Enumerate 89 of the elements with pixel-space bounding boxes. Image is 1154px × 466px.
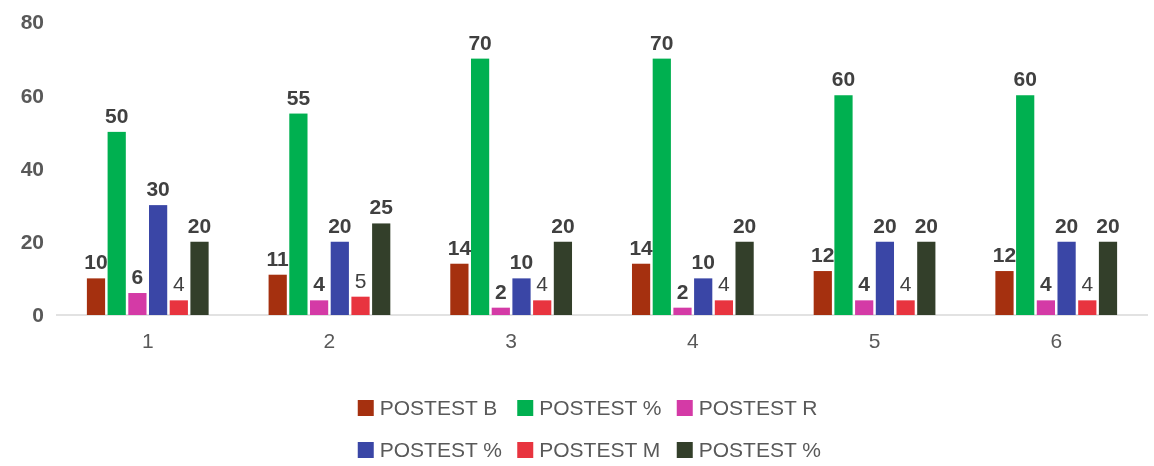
data-label: 4	[1081, 272, 1094, 296]
bar	[1057, 241, 1076, 315]
data-label: 25	[369, 195, 394, 219]
data-label: 4	[899, 272, 912, 296]
bar	[351, 296, 370, 315]
bar	[372, 223, 391, 315]
bar	[875, 241, 895, 315]
bar	[169, 300, 188, 315]
y-tick-label: 60	[20, 83, 44, 107]
bar	[289, 113, 308, 315]
data-label: 10	[84, 250, 108, 274]
bar	[714, 300, 734, 315]
data-label: 60	[831, 67, 856, 91]
data-label: 4	[1040, 272, 1053, 296]
bar	[1036, 300, 1055, 315]
bar	[86, 278, 106, 315]
bar	[470, 58, 490, 315]
bar	[855, 300, 874, 315]
data-label: 5	[354, 268, 367, 292]
data-label: 20	[187, 213, 212, 237]
bar	[652, 58, 671, 315]
data-label: 14	[447, 235, 472, 259]
legend-label: POSTEST %	[379, 438, 502, 462]
bar	[631, 263, 651, 315]
data-label: 20	[1096, 213, 1120, 237]
bar	[1078, 300, 1097, 315]
bar	[694, 278, 713, 315]
bar	[813, 271, 832, 315]
x-tick-label: 5	[868, 329, 881, 352]
data-label: 20	[914, 213, 938, 237]
data-label: 50	[105, 103, 129, 127]
y-tick-label: 0	[32, 303, 44, 327]
data-label: 20	[732, 213, 757, 237]
data-label: 4	[313, 272, 326, 296]
data-label: 12	[811, 243, 835, 267]
bar	[834, 95, 853, 315]
bar	[128, 293, 147, 315]
data-label: 70	[468, 30, 492, 54]
data-label: 2	[676, 279, 689, 303]
bar	[268, 274, 287, 315]
y-tick-label: 80	[20, 10, 44, 34]
x-tick-label: 6	[1050, 329, 1063, 352]
bar	[491, 307, 510, 315]
x-tick-label: 4	[687, 329, 699, 352]
data-label: 4	[718, 272, 731, 296]
data-label: 4	[536, 272, 549, 296]
legend-label: POSTEST %	[539, 396, 662, 420]
legend-label: POSTEST %	[698, 438, 821, 462]
data-label: 20	[873, 213, 897, 237]
bar	[450, 263, 469, 315]
data-label: 10	[509, 250, 534, 274]
bar	[533, 300, 552, 315]
data-label: 4	[858, 272, 871, 296]
data-label: 6	[131, 265, 144, 289]
bar	[1098, 241, 1118, 315]
data-label: 10	[691, 250, 715, 274]
bar	[673, 307, 692, 315]
bar	[1016, 95, 1035, 315]
bar	[149, 205, 168, 315]
bar	[190, 241, 209, 315]
x-tick-label: 3	[505, 329, 517, 352]
bar	[309, 300, 329, 315]
bar	[512, 278, 531, 315]
y-tick-label: 20	[20, 230, 44, 254]
data-label: 20	[551, 213, 575, 237]
bar	[735, 241, 754, 315]
data-label: 12	[992, 243, 1017, 267]
x-tick-label: 2	[323, 329, 336, 352]
data-label: 30	[146, 177, 170, 201]
x-tick-label: 1	[141, 329, 154, 352]
data-label: 14	[629, 235, 654, 259]
bar	[107, 131, 126, 315]
bar	[553, 241, 573, 315]
legend-label: POSTEST B	[379, 396, 498, 420]
bar	[330, 241, 349, 315]
y-tick-label: 40	[20, 156, 44, 180]
data-label: 4	[172, 272, 185, 296]
data-label: 70	[650, 30, 674, 54]
data-label: 55	[286, 85, 311, 109]
data-label: 11	[266, 246, 290, 270]
legend-label: POSTEST M	[539, 438, 661, 462]
data-label: 60	[1013, 67, 1037, 91]
bar	[896, 300, 915, 315]
data-label: 2	[494, 279, 507, 303]
bar	[995, 271, 1014, 315]
bar	[917, 241, 936, 315]
data-label: 20	[328, 213, 352, 237]
legend-label: POSTEST R	[698, 396, 818, 420]
data-label: 20	[1054, 213, 1079, 237]
